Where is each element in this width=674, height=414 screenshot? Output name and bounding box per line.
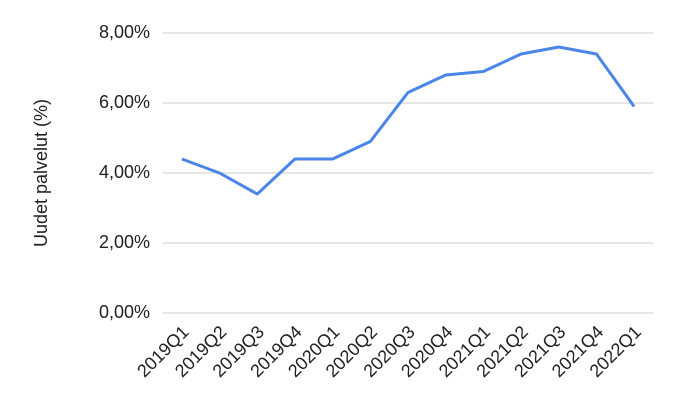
y-tick-label: 6,00% [99, 92, 150, 112]
y-tick-label: 2,00% [99, 232, 150, 252]
line-series [181, 45, 636, 196]
y-axis-label: Uudet palvelut (%) [31, 99, 51, 247]
y-tick-label: 8,00% [99, 22, 150, 42]
y-tick-label: 4,00% [99, 162, 150, 182]
y-tick-label: 0,00% [99, 302, 150, 322]
